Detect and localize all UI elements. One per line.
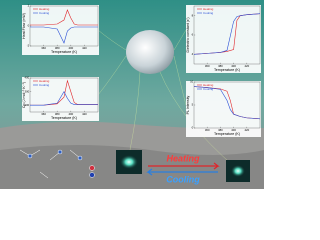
plot-area (22, 5, 99, 55)
y-tick-label: 200 (25, 103, 30, 107)
y-tick-label: 300 (25, 89, 30, 93)
legend-label: Cooling (39, 83, 50, 87)
y-axis-label: Dielectric constant (ε') (186, 17, 190, 52)
y-tick-label: -2 (27, 44, 30, 48)
x-tick-label: 420 (244, 128, 249, 132)
y-tick-label: 6 (192, 33, 194, 37)
cooling-label: Cooling (166, 174, 200, 184)
legend-label: Cooling (203, 11, 214, 15)
x-tick-label: 400 (68, 112, 73, 116)
legend-label: Heating (203, 7, 214, 11)
y-tick-label: 4 (192, 52, 194, 56)
legend-label: Cooling (39, 11, 50, 15)
x-axis-label: Temperature (K) (214, 132, 240, 136)
x-tick-label: 380 (55, 112, 60, 116)
x-tick-label: 360 (41, 46, 46, 50)
x-tick-label: 400 (231, 64, 236, 68)
y-tick-label: 10 (190, 80, 194, 84)
plot-area (186, 81, 261, 137)
x-tick-label: 380 (218, 128, 223, 132)
y-axis-label: Cp (J mol⁻¹ K⁻¹) (22, 82, 26, 108)
heating-arrow (148, 162, 220, 170)
plot-area (186, 5, 261, 73)
data-line (193, 13, 261, 55)
x-tick-label: 360 (205, 64, 210, 68)
x-axis-label: Temperature (K) (51, 116, 77, 120)
data-line (193, 86, 261, 120)
x-axis-label: Temperature (K) (51, 50, 77, 54)
plot-frame (29, 77, 99, 113)
crystal-glow-left (120, 155, 138, 169)
x-tick-label: 420 (82, 46, 87, 50)
y-tick-label: 0 (192, 126, 194, 130)
moon (126, 30, 174, 74)
x-tick-label: 420 (244, 64, 249, 68)
x-tick-label: 360 (205, 128, 210, 132)
graphical-abstract: Heating Cooling 360 380 400 420 -2 0 2 Temperat… (0, 0, 264, 189)
x-tick-label: 360 (41, 112, 46, 116)
x-tick-label: 400 (68, 46, 73, 50)
legend-label: Heating (39, 7, 50, 11)
x-tick-label: 380 (55, 46, 60, 50)
legend-label: Heating (39, 79, 50, 83)
legend-label: Heating (203, 83, 214, 87)
y-tick-label: 2 (28, 4, 30, 8)
data-line (30, 90, 98, 106)
y-tick-label: 8 (192, 13, 194, 17)
data-line (30, 9, 98, 26)
y-tick-label: 5 (192, 103, 194, 107)
crystal-glow-right (231, 165, 245, 177)
molecules (19, 149, 95, 179)
y-tick-label: 400 (25, 76, 30, 80)
data-line (30, 26, 98, 44)
x-axis-label: Temperature (K) (214, 68, 240, 72)
y-axis-label: PL Intensity (186, 95, 190, 114)
cooling-arrow (146, 168, 218, 176)
plot-area (22, 77, 99, 121)
legend-label: Cooling (203, 87, 214, 91)
y-axis-label: Heat Flow (mW) (22, 13, 26, 39)
x-tick-label: 400 (231, 128, 236, 132)
x-tick-label: 420 (82, 112, 87, 116)
y-tick-label: 0 (28, 24, 30, 28)
heating-label: Heating (166, 153, 200, 163)
x-tick-label: 380 (218, 64, 223, 68)
